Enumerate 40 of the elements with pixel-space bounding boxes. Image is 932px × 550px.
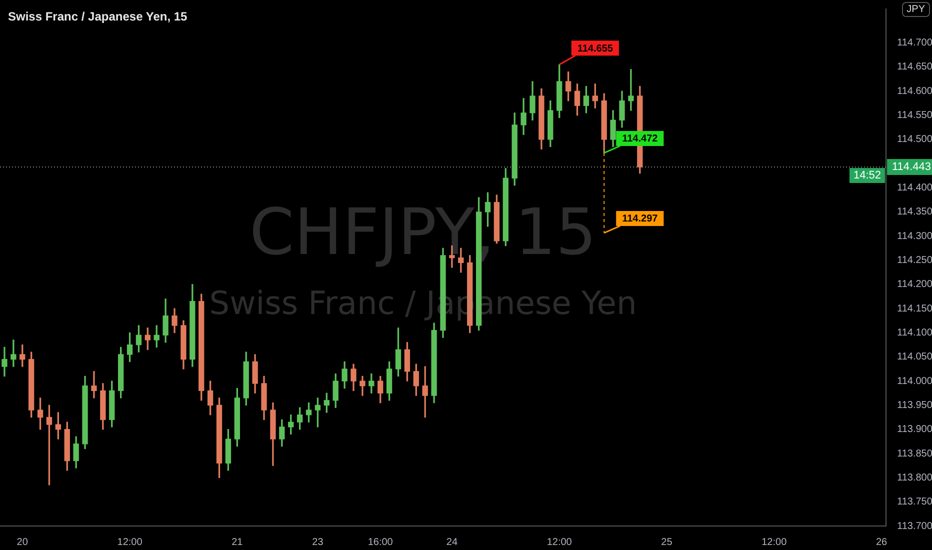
y-tick-label: 114.500 xyxy=(897,134,932,146)
text: JPY xyxy=(902,2,930,17)
y-tick-label: 114.150 xyxy=(897,303,932,314)
y-tick-label: 114.650 xyxy=(897,62,932,73)
y-tick-label: 114.300 xyxy=(897,230,932,242)
y-tick-label: 114.400 xyxy=(897,182,932,194)
x-tick-label: 12:00 xyxy=(546,536,572,548)
y-tick-label: 114.050 xyxy=(897,352,932,363)
candlestick xyxy=(628,69,634,111)
y-tick-label: 113.750 xyxy=(897,496,932,508)
y-tick-label: 113.800 xyxy=(897,472,932,484)
x-tick-label: 24 xyxy=(446,536,458,548)
annotation: 114.297 xyxy=(622,214,658,225)
y-tick-label: 114.100 xyxy=(897,327,932,338)
annotation: 114.472 xyxy=(622,134,658,145)
y-tick-label: 113.700 xyxy=(897,520,932,532)
y-tick-label: 113.900 xyxy=(897,424,932,436)
y-tick-label: 114.550 xyxy=(897,110,932,122)
ref-line-label: 114.443 xyxy=(892,161,931,174)
annotation: 114.655 xyxy=(577,43,614,54)
y-tick-label: 113.950 xyxy=(897,400,932,411)
y-tick-label: 113.850 xyxy=(897,448,932,460)
x-tick-label: 12:00 xyxy=(117,536,143,548)
y-tick-label: 114.000 xyxy=(897,376,932,387)
y-tick-label: 114.200 xyxy=(897,279,932,290)
x-tick-label: 12:00 xyxy=(762,536,788,548)
chart-title: Swiss Franc / Japanese Yen, 15 xyxy=(8,9,188,24)
x-tick-label: 23 xyxy=(312,536,324,548)
y-tick-label: 114.700 xyxy=(897,38,932,49)
x-tick-label: 26 xyxy=(876,536,888,548)
y-tick-label: 114.250 xyxy=(897,255,932,266)
candlestick xyxy=(10,340,16,367)
x-tick-label: 16:00 xyxy=(368,536,394,548)
x-tick-label: 21 xyxy=(232,536,244,548)
x-tick-label: 25 xyxy=(661,536,673,548)
annotation: 14:52 xyxy=(853,170,882,182)
x-tick-label: 20 xyxy=(16,536,28,548)
y-tick-label: 114.350 xyxy=(897,206,932,218)
candlestick xyxy=(91,371,97,398)
y-tick-label: 114.600 xyxy=(897,86,932,97)
